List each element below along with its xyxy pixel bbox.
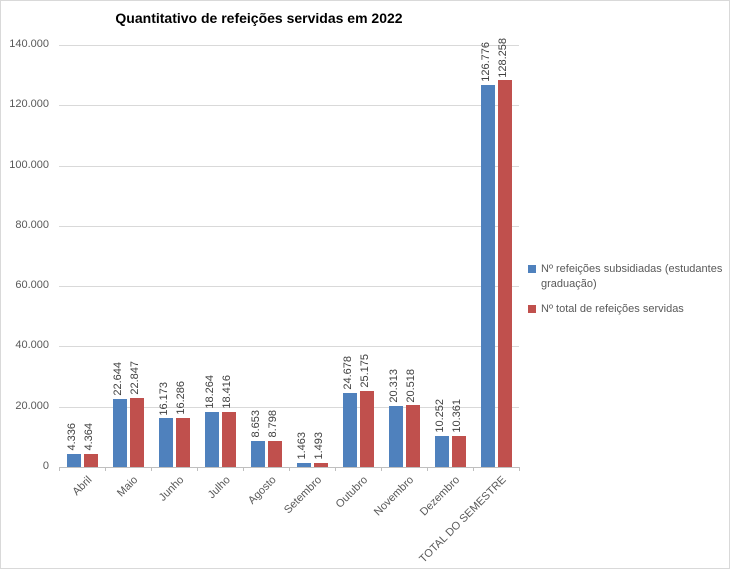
y-tick-label: 80.000: [15, 219, 49, 231]
bar-outubro-s1: [342, 392, 357, 467]
bar-label-dezembro-s2: 10.361: [451, 399, 463, 433]
x-label-dezembro: Dezembro: [418, 474, 463, 519]
bar-label-total-do-semestre-s1: 126.776: [480, 42, 492, 82]
y-tick-label: 60.000: [15, 279, 49, 291]
bar-julho-s1: [204, 411, 219, 467]
gridline: [59, 407, 519, 408]
bar-label-julho-s2: 18.416: [221, 374, 233, 409]
x-tick: [197, 467, 198, 471]
x-tick: [243, 467, 244, 471]
y-tick-label: 120.000: [9, 98, 49, 110]
x-label-junho: Junho: [156, 474, 187, 504]
bar-agosto-s1: [250, 440, 265, 467]
bar-label-outubro-s2: 25.175: [359, 354, 371, 389]
bar-junho-s2: [175, 417, 190, 467]
bar-julho-s2: [221, 411, 236, 467]
bar-label-setembro-s2: 1.493: [313, 431, 325, 460]
bar-outubro-s2: [359, 391, 374, 467]
bar-label-abril-s1: 4.336: [66, 423, 78, 451]
gridline: [59, 105, 519, 106]
gridline: [59, 45, 519, 46]
x-label-abril: Abril: [70, 474, 95, 499]
bar-agosto-s2: [267, 440, 282, 467]
bar-setembro-s1: [296, 462, 311, 467]
gridline: [59, 286, 519, 287]
y-tick-label: 140.000: [9, 38, 49, 50]
x-label-setembro: Setembro: [282, 474, 325, 517]
plot-area: 4.336 4.364 Abril 22.644 22.847 Maio 16.173 16.…: [59, 38, 520, 565]
x-label-novembro: Novembro: [372, 474, 417, 519]
bar-total-do-semestre-s1: [480, 84, 495, 467]
legend-swatch-2: [528, 305, 536, 313]
x-tick: [105, 467, 106, 471]
x-label-total-do-semestre: TOTAL DO SEMESTRE: [417, 474, 509, 566]
legend: Nº refeições subsidiadas (estudantes gra…: [528, 262, 728, 327]
x-tick: [335, 467, 336, 471]
x-tick: [473, 467, 474, 471]
bar-label-total-do-semestre-s2: 128.258: [497, 37, 509, 78]
bar-label-junho-s2: 16.286: [175, 381, 187, 415]
bar-label-novembro-s2: 20.518: [405, 368, 417, 403]
bar-label-dezembro-s1: 10.252: [434, 399, 446, 434]
bar-label-abril-s2: 4.364: [83, 423, 95, 451]
bar-novembro-s1: [388, 405, 403, 467]
bar-maio-s1: [112, 398, 127, 467]
bar-label-maio-s2: 22.847: [129, 361, 141, 396]
x-label-julho: Julho: [205, 474, 233, 502]
legend-item-1: Nº refeições subsidiadas (estudantes gra…: [528, 262, 728, 292]
x-tick: [59, 467, 60, 471]
x-tick: [151, 467, 152, 471]
y-tick-label: 100.000: [9, 159, 49, 171]
x-tick: [427, 467, 428, 471]
x-tick: [381, 467, 382, 471]
bar-junho-s1: [158, 418, 173, 467]
x-label-outubro: Outubro: [333, 474, 371, 511]
legend-swatch-1: [528, 265, 536, 273]
bar-label-maio-s1: 22.644: [112, 362, 124, 396]
bar-total-do-semestre-s2: [497, 80, 512, 467]
bar-label-setembro-s1: 1.463: [296, 432, 308, 460]
x-tick: [289, 467, 290, 471]
bar-maio-s2: [129, 398, 144, 467]
bar-label-agosto-s2: 8.798: [267, 409, 279, 438]
y-tick-label: 20.000: [15, 400, 49, 412]
x-tick: [519, 467, 520, 471]
bar-abril-s2: [83, 453, 98, 467]
legend-label-2: Nº total de refeições servidas: [541, 303, 684, 315]
gridline: [59, 166, 519, 167]
x-label-maio: Maio: [115, 474, 141, 500]
bar-label-julho-s1: 18.264: [204, 375, 216, 409]
bar-label-outubro-s1: 24.678: [342, 355, 354, 390]
chart-title: Quantitativo de refeições servidas em 20…: [115, 10, 403, 26]
bar-label-novembro-s1: 20.313: [388, 369, 400, 403]
y-tick-label: 0: [42, 460, 49, 472]
y-tick-label: 40.000: [15, 339, 49, 351]
gridline: [59, 346, 519, 347]
legend-label-1: Nº refeições subsidiadas (estudantes gra…: [541, 263, 723, 290]
bar-novembro-s2: [405, 405, 420, 467]
bar-label-agosto-s1: 8.653: [250, 410, 262, 438]
bar-abril-s1: [66, 453, 81, 467]
x-label-agosto: Agosto: [245, 474, 279, 507]
bar-label-junho-s1: 16.173: [158, 381, 170, 416]
bar-dezembro-s1: [434, 436, 449, 467]
y-axis: 0 20.000 40.000 60.000 80.000 100.000 120.000 1…: [1, 38, 49, 472]
bar-setembro-s2: [313, 462, 328, 467]
gridline: [59, 226, 519, 227]
bar-dezembro-s2: [451, 435, 466, 467]
legend-item-2: Nº total de refeições servidas: [528, 302, 728, 317]
